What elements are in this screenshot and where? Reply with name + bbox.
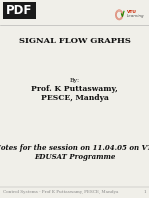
FancyBboxPatch shape [3,2,36,19]
Text: 1: 1 [143,190,146,194]
Text: Learning: Learning [127,14,144,18]
Text: SIGNAL FLOW GRAPHS: SIGNAL FLOW GRAPHS [19,37,130,45]
Text: Control Systems - Prof K Puttaswamy, PESCE, Mandya: Control Systems - Prof K Puttaswamy, PES… [3,190,118,194]
Text: eNotes for the session on 11.04.05 on VTU: eNotes for the session on 11.04.05 on VT… [0,144,149,151]
Text: VTU: VTU [127,10,136,14]
Text: PESCE, Mandya: PESCE, Mandya [41,94,108,102]
Text: EDUSAT Programme: EDUSAT Programme [34,153,115,161]
Text: By:: By: [69,78,80,83]
Text: Prof. K Puttaswamy,: Prof. K Puttaswamy, [31,86,118,93]
Text: PDF: PDF [6,4,33,17]
